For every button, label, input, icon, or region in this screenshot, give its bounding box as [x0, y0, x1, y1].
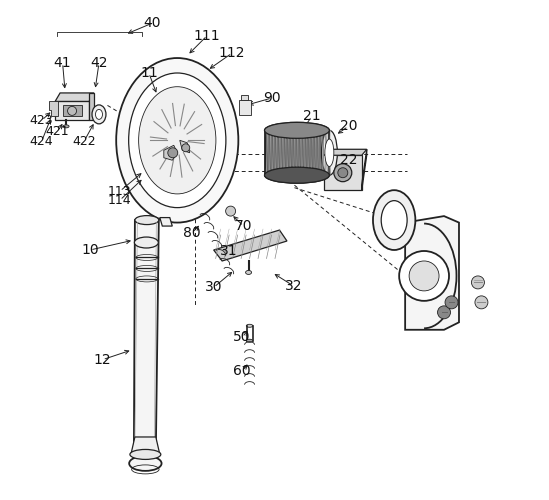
Bar — [63, 106, 82, 117]
Text: 422: 422 — [72, 135, 96, 148]
Text: 60: 60 — [233, 364, 251, 378]
Ellipse shape — [265, 167, 329, 183]
Text: 11: 11 — [140, 66, 158, 80]
Text: 112: 112 — [219, 46, 245, 60]
Ellipse shape — [245, 270, 251, 274]
Polygon shape — [134, 220, 159, 452]
Polygon shape — [324, 150, 367, 156]
Ellipse shape — [247, 340, 253, 342]
Polygon shape — [180, 140, 190, 153]
Text: 42: 42 — [90, 56, 108, 70]
Polygon shape — [160, 218, 172, 226]
Text: 90: 90 — [263, 91, 281, 105]
Ellipse shape — [139, 86, 216, 194]
Circle shape — [334, 164, 352, 182]
Text: 421: 421 — [46, 125, 69, 138]
Text: 41: 41 — [54, 56, 71, 70]
Ellipse shape — [116, 58, 238, 222]
Ellipse shape — [265, 122, 329, 138]
Text: 20: 20 — [339, 120, 357, 134]
Ellipse shape — [128, 73, 226, 208]
Polygon shape — [324, 156, 362, 190]
Text: 80: 80 — [183, 226, 201, 239]
Ellipse shape — [265, 122, 329, 138]
Circle shape — [399, 251, 449, 301]
Ellipse shape — [92, 105, 106, 124]
Ellipse shape — [247, 324, 253, 328]
Circle shape — [182, 144, 190, 152]
Text: 424: 424 — [30, 135, 53, 148]
Ellipse shape — [135, 237, 158, 248]
Ellipse shape — [373, 190, 416, 250]
Text: 12: 12 — [94, 352, 111, 366]
Ellipse shape — [381, 200, 407, 239]
Circle shape — [409, 261, 439, 291]
Circle shape — [445, 296, 458, 309]
Ellipse shape — [321, 130, 337, 175]
Text: 21: 21 — [303, 110, 321, 124]
Text: 113: 113 — [108, 184, 132, 198]
Text: 423: 423 — [30, 114, 53, 127]
Polygon shape — [89, 93, 94, 120]
Polygon shape — [131, 437, 160, 454]
Circle shape — [438, 306, 451, 319]
Polygon shape — [239, 100, 250, 116]
Polygon shape — [55, 93, 94, 102]
Circle shape — [338, 168, 348, 177]
Text: 114: 114 — [108, 194, 132, 206]
Polygon shape — [49, 102, 58, 116]
Polygon shape — [55, 102, 89, 120]
Ellipse shape — [265, 167, 329, 183]
Polygon shape — [214, 230, 287, 261]
Circle shape — [168, 148, 178, 158]
Bar — [265, 130, 329, 175]
Text: 30: 30 — [205, 280, 222, 294]
Ellipse shape — [63, 125, 69, 128]
Ellipse shape — [129, 456, 161, 471]
Circle shape — [475, 296, 488, 309]
Circle shape — [472, 276, 484, 289]
Text: 10: 10 — [81, 243, 99, 257]
Ellipse shape — [130, 450, 161, 460]
Text: 70: 70 — [235, 219, 253, 233]
Ellipse shape — [325, 139, 334, 166]
Text: 40: 40 — [144, 16, 161, 30]
Polygon shape — [405, 216, 459, 330]
Text: 111: 111 — [194, 28, 221, 42]
Text: 22: 22 — [339, 153, 357, 167]
Polygon shape — [241, 96, 248, 100]
Text: 50: 50 — [233, 330, 251, 344]
Circle shape — [68, 106, 76, 116]
Ellipse shape — [96, 110, 103, 120]
Circle shape — [226, 206, 236, 216]
Polygon shape — [164, 146, 177, 160]
Ellipse shape — [135, 216, 159, 224]
Text: 32: 32 — [285, 279, 302, 293]
Polygon shape — [362, 150, 367, 190]
Text: 31: 31 — [220, 244, 237, 258]
